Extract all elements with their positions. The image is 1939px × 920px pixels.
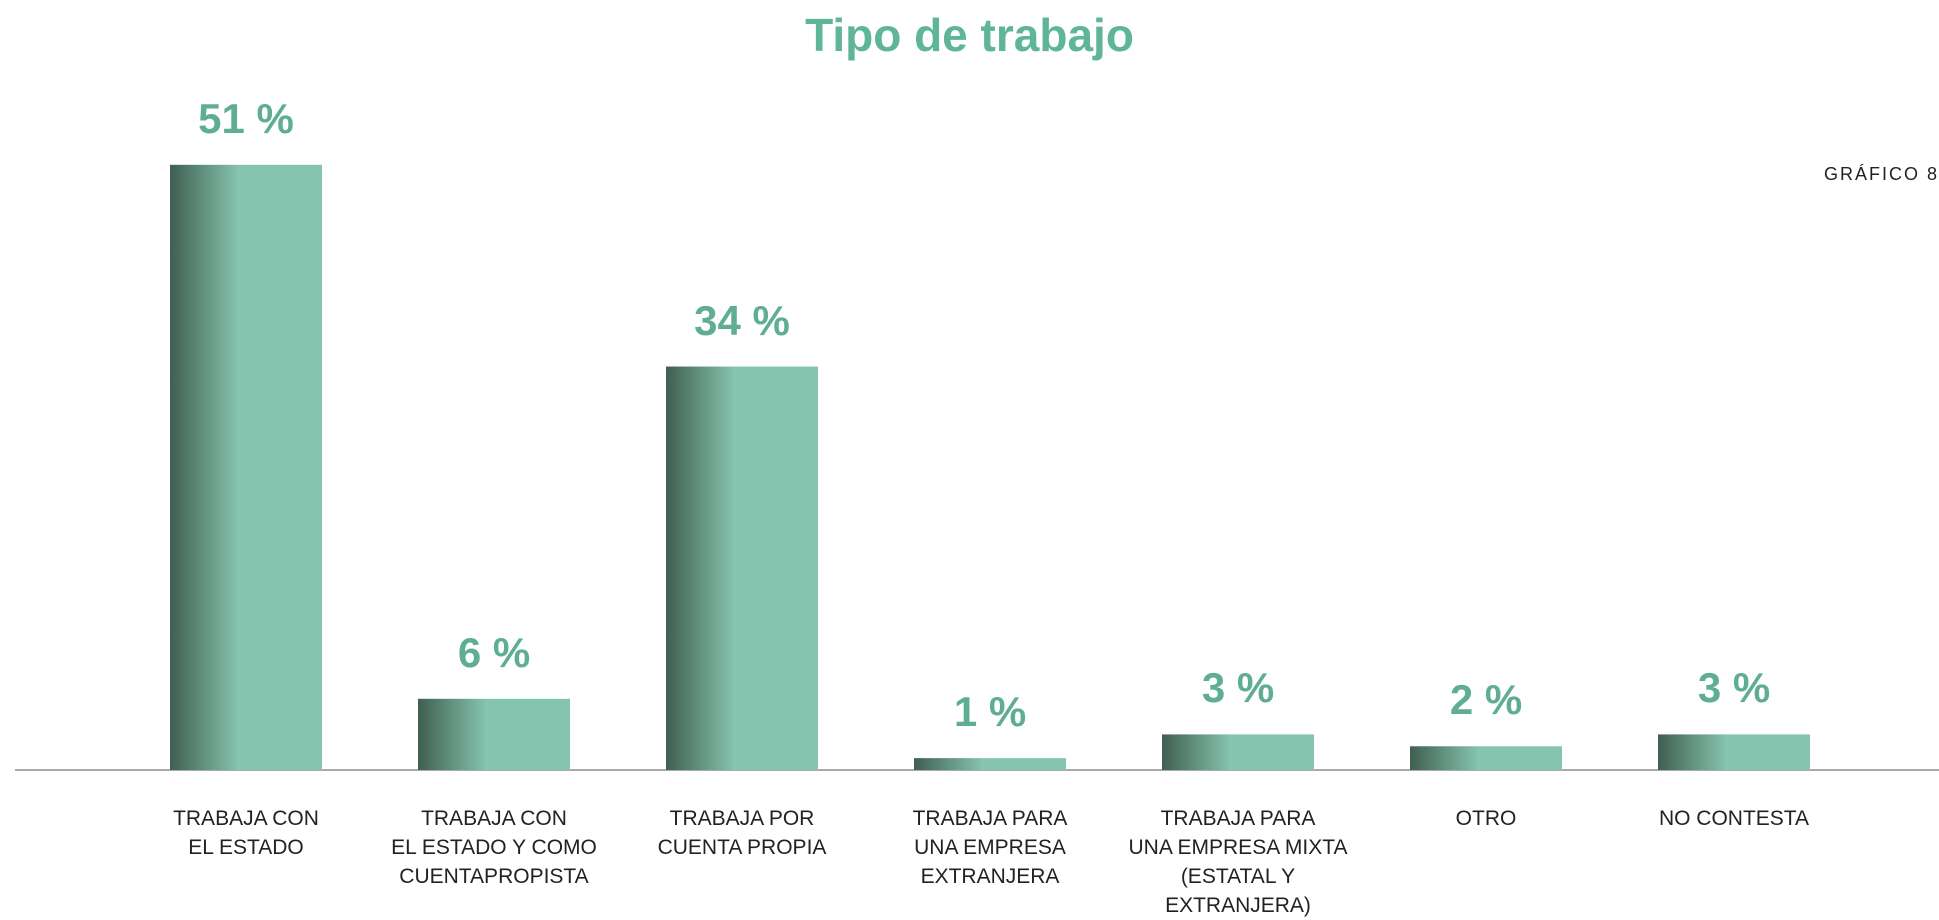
x-tick-label: TRABAJA PARA UNA EMPRESA MIXTA (ESTATAL … [1128, 807, 1348, 917]
value-label: 3 % [1201, 664, 1275, 712]
bar [418, 698, 570, 770]
value-label: 51 % [198, 94, 294, 142]
chart-title: Tipo de trabajo [805, 9, 1134, 61]
bar [914, 758, 1066, 770]
bar [1410, 746, 1562, 770]
value-label: 3 % [1697, 664, 1771, 712]
bar [1162, 734, 1314, 770]
chart [15, 164, 1939, 771]
value-label: 2 % [1449, 676, 1523, 724]
page: {"chart_data": {"type": "bar", "title": … [15, 9, 1939, 917]
figure-label: GRÁFICO 8 [1823, 164, 1939, 184]
x-tick-label: NO CONTESTA [1658, 807, 1810, 830]
x-tick-label: OTRO [1455, 807, 1517, 830]
value-label: 6 % [457, 628, 531, 676]
x-tick-label: TRABAJA CON EL ESTADO [173, 807, 319, 859]
bar [170, 164, 322, 771]
value-label: 34 % [694, 296, 790, 344]
x-tick-label: TRABAJA CON EL ESTADO Y COMO CUENTAPROPI… [391, 807, 597, 888]
value-label: 1 % [953, 688, 1027, 736]
bar [1658, 734, 1810, 770]
bar [666, 366, 818, 770]
x-tick-label: TRABAJA POR CUENTA PROPIA [657, 807, 827, 859]
x-tick-label: TRABAJA PARA UNA EMPRESA EXTRANJERA [912, 807, 1068, 888]
